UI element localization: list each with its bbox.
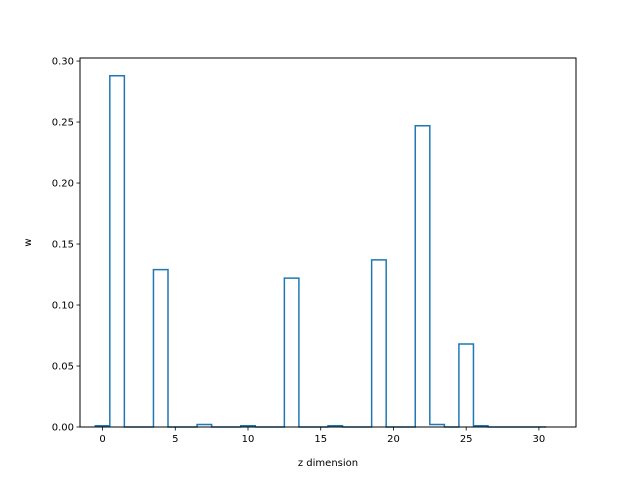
x-tick-label: 0 [99,434,105,445]
x-tick-label: 5 [172,434,178,445]
x-tick-label: 15 [314,434,327,445]
x-tick-label: 30 [533,434,546,445]
y-axis-label: w [23,238,34,246]
y-tick-label: 0.20 [52,179,74,190]
bar-bin-22 [415,126,430,427]
y-tick-label: 0.00 [52,423,74,434]
bar-bin-25 [459,344,474,427]
x-axis-label: z dimension [298,458,358,469]
y-tick-label: 0.05 [52,362,74,373]
bar-bin-1 [110,76,125,427]
x-tick-label: 20 [387,434,400,445]
x-tick-label: 10 [242,434,255,445]
bar-bin-13 [284,278,299,427]
bar-bin-19 [372,260,387,427]
y-tick-label: 0.15 [52,240,74,251]
y-tick-label: 0.25 [52,118,74,129]
y-tick-label: 0.10 [52,301,74,312]
x-tick-label: 25 [460,434,473,445]
y-tick-label: 0.30 [52,57,74,68]
bar-bin-4 [153,270,168,427]
axes-frame [79,57,577,428]
